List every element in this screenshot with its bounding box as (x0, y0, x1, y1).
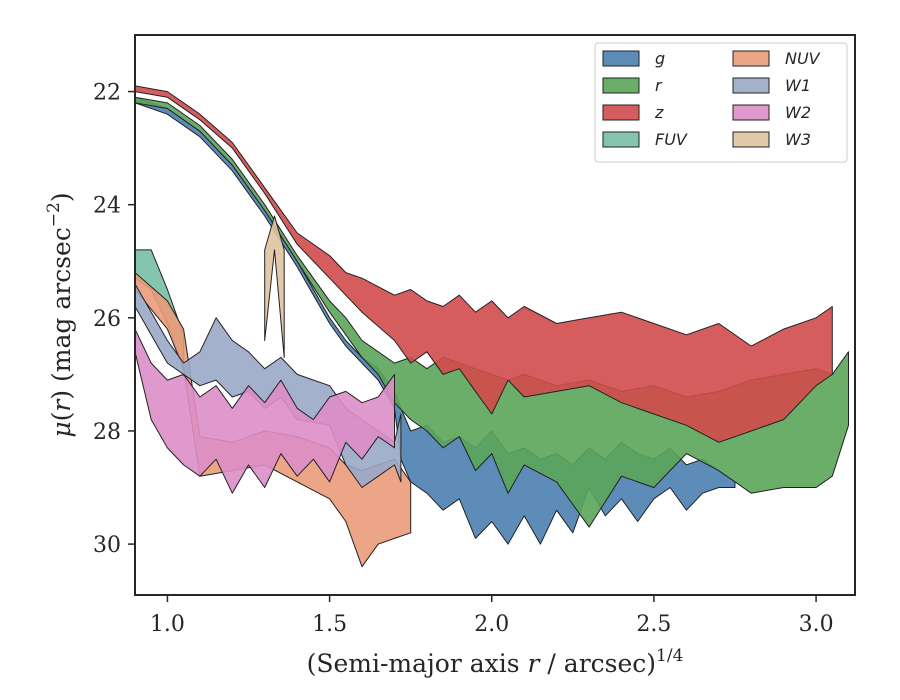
legend-swatch-z (602, 104, 640, 121)
legend-label-fuv: FUV (655, 130, 688, 149)
legend-label-g: g (655, 49, 665, 68)
y-tick-label: 30 (93, 533, 121, 558)
y-axis-label-var: r (47, 398, 76, 412)
legend-label-z: z (654, 103, 664, 122)
legend: grz FUV NUV W1 W2 W3 (594, 42, 848, 163)
legend-swatch-w2 (732, 104, 770, 121)
x-axis-label-prefix: (Semi-major axis (307, 649, 528, 678)
y-axis-label-units: ) (mag arcsec (47, 227, 76, 400)
legend-label-w3: W3 (785, 130, 811, 149)
y-tick-label: 26 (93, 307, 121, 332)
x-tick-label: 1.5 (312, 612, 347, 637)
y-axis-label-exponent: −2 (44, 202, 64, 227)
legend-label-w2: W2 (785, 103, 811, 122)
x-axis-label: (Semi-major axis r / arcsec)1/4 (307, 646, 684, 678)
x-tick-label: 1.0 (150, 612, 185, 637)
legend-swatch-g (602, 50, 640, 67)
legend-swatch-w1 (732, 77, 770, 94)
y-tick-label: 24 (93, 194, 121, 219)
y-axis-ticks: 22 24 26 28 30 (93, 81, 135, 558)
y-axis-label: μ(r) (mag arcsec−2) (44, 192, 76, 437)
x-tick-label: 3.0 (799, 612, 834, 637)
y-axis-label-close: ) (47, 192, 76, 202)
band-w2 (135, 328, 395, 494)
legend-swatch-fuv (602, 131, 640, 148)
x-axis-label-suffix: / arcsec) (539, 649, 656, 678)
x-axis-ticks: 1.0 1.5 2.0 2.5 3.0 (150, 595, 834, 637)
profile-bands (135, 85, 849, 568)
legend-swatch-r (602, 77, 640, 94)
plot-frame (134, 34, 856, 596)
legend-label-r: r (655, 76, 663, 95)
x-axis-label-exponent: 1/4 (656, 646, 683, 666)
x-axis-label-var: r (528, 649, 542, 678)
x-tick-label: 2.0 (474, 612, 509, 637)
y-tick-label: 28 (93, 420, 121, 445)
legend-swatch-w3 (732, 131, 770, 148)
x-tick-label: 2.5 (636, 612, 671, 637)
y-axis-label-mu: μ (47, 421, 76, 437)
band-z (135, 85, 833, 443)
y-tick-label: 22 (93, 81, 121, 106)
legend-label-nuv: NUV (785, 49, 821, 68)
y-axis-label-paren: ( (47, 412, 76, 422)
legend-label-w1: W1 (785, 76, 811, 95)
legend-box (594, 42, 848, 163)
band-w3 (264, 215, 285, 358)
legend-swatch-nuv (732, 50, 770, 67)
